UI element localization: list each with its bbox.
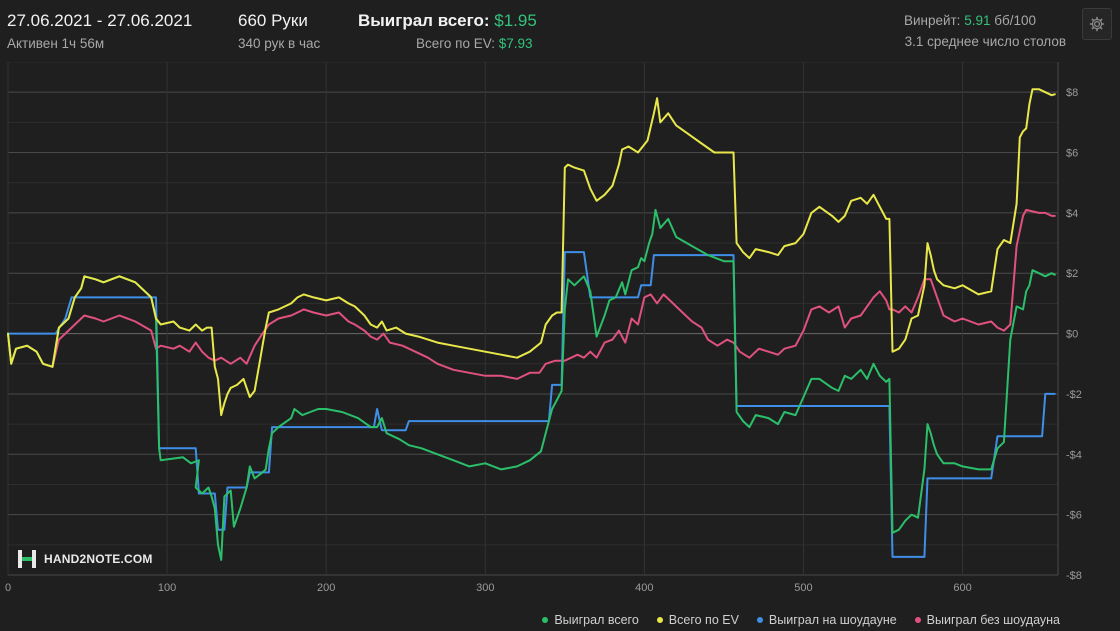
legend-label: Всего по EV [668,613,739,627]
header: 27.06.2021 - 27.06.2021 Активен 1ч 56м 6… [0,0,1120,62]
line-chart: 0 100 200 300 400 500 600 $8 $6 $4 $2 $0 -$2 -$4 -$6 -… [5,62,1082,594]
ev-total-value: $7.93 [498,36,533,51]
y-tick-label: $2 [1066,268,1078,280]
x-tick-label: 100 [158,582,176,594]
x-tick-label: 500 [794,582,812,594]
grid [7,62,1059,576]
y-axis: $8 $6 $4 $2 $0 -$2 -$4 -$6 -$8 [1066,87,1082,582]
logo-text: HAND2NOTE.COM [44,552,153,566]
y-tick-label: $8 [1066,87,1078,99]
y-tick-label: $6 [1066,148,1078,160]
series-line-1 [7,88,1056,417]
settings-button[interactable] [1082,8,1112,40]
x-tick-label: 600 [953,582,971,594]
x-tick-label: 400 [635,582,653,594]
y-tick-label: -$6 [1066,510,1082,522]
ev-total: Всего по EV: $7.93 [416,36,533,51]
won-total-value: $1.95 [494,11,537,30]
hand2note-logo-icon [18,550,36,568]
x-tick-label: 300 [476,582,494,594]
legend-dot [542,617,549,623]
date-range: 27.06.2021 - 27.06.2021 [7,11,193,30]
legend-label: Выиграл всего [554,613,639,627]
y-tick-label: $4 [1066,208,1078,220]
won-total: Выиграл всего: $1.95 [358,11,537,31]
hands-count: 660 Руки [238,11,308,30]
ev-total-label: Всего по EV: [416,36,495,51]
legend-dot [914,617,921,623]
legend-item[interactable]: Выиграл на шоудауне [756,613,897,627]
legend-dot [656,617,663,623]
series-line-3 [7,208,1056,380]
y-tick-label: -$2 [1066,389,1082,401]
y-tick-label: -$4 [1066,449,1082,461]
hands-per-hour: 340 рук в час [238,36,321,51]
winrate: Винрейт: 5.91 бб/100 [904,13,1036,28]
winrate-value: 5.91 [964,13,991,28]
x-tick-label: 200 [317,582,335,594]
legend-label: Выиграл без шоудауна [926,613,1060,627]
legend-dot [756,617,763,623]
series-lines [7,88,1056,561]
series-line-0 [7,208,1056,561]
legend-item[interactable]: Выиграл всего [542,613,639,627]
won-total-label: Выиграл всего: [358,11,490,30]
y-tick-label: -$8 [1066,570,1082,582]
legend-label: Выиграл на шоудауне [768,613,897,627]
winrate-label: Винрейт: [903,13,961,28]
series-line-2 [7,251,1056,558]
legend-item[interactable]: Всего по EV [656,613,739,627]
winrate-unit: бб/100 [994,13,1036,28]
gear-icon [1089,16,1105,32]
x-tick-label: 0 [5,582,11,594]
legend-item[interactable]: Выиграл без шоудауна [914,613,1060,627]
logo: HAND2NOTE.COM [16,548,153,570]
y-tick-label: $0 [1066,329,1078,341]
x-axis: 0 100 200 300 400 500 600 [5,582,972,594]
legend: Выиграл всего Всего по EV Выиграл на шоу… [524,613,1060,627]
active-time: Активен 1ч 56м [7,36,105,51]
avg-tables: 3.1 среднее число столов [904,34,1066,49]
